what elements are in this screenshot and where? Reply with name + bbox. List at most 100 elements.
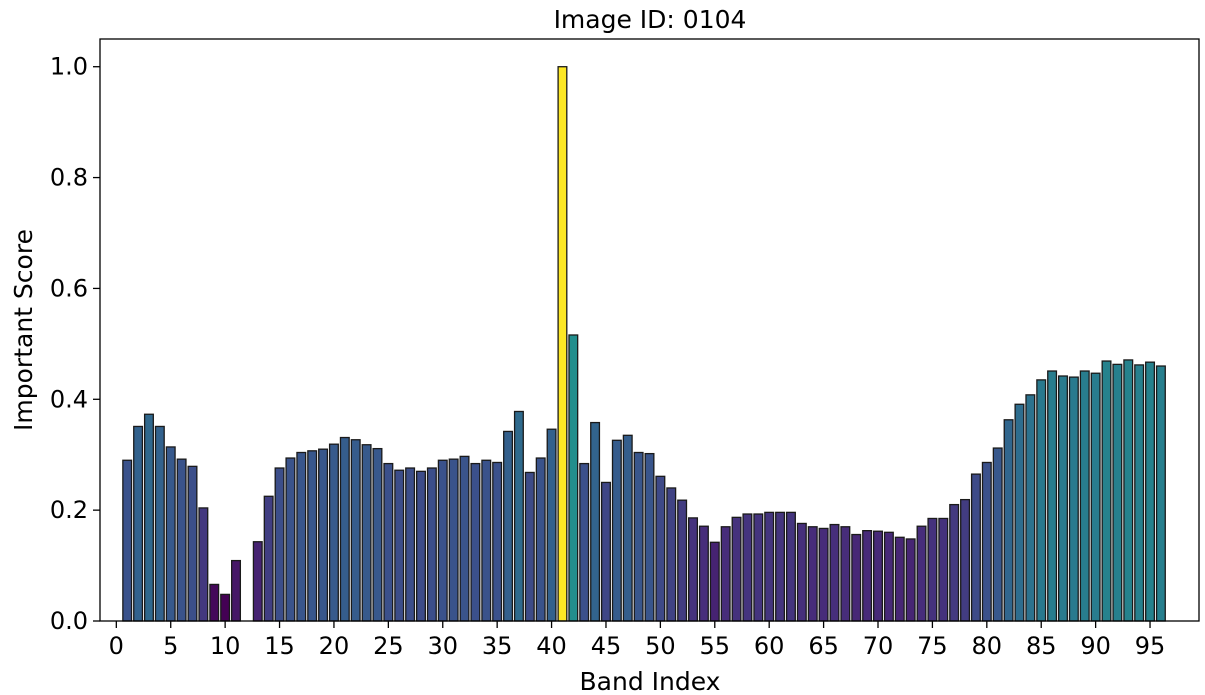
bar-band-51 [666,487,677,622]
bar-band-40 [546,428,557,622]
bar-band-31 [448,458,459,622]
bar-band-16 [285,457,296,622]
bar-band-93 [1123,359,1134,622]
bar-band-78 [960,498,971,622]
x-tick-label: 10 [210,632,241,660]
bar-band-49 [644,452,655,622]
bar-band-34 [481,459,492,622]
x-tick-label: 45 [591,632,622,660]
bar-series [122,66,1166,622]
bar-band-67 [840,526,851,622]
bar-band-53 [688,517,699,622]
x-tick-label: 35 [482,632,513,660]
bar-band-65 [818,527,829,622]
bar-band-29 [426,467,437,622]
x-tick-label: 70 [863,632,894,660]
x-tick-label: 30 [427,632,458,660]
bar-band-59 [753,513,764,622]
bar-band-5 [165,446,176,622]
bar-band-57 [731,516,742,622]
bar-band-48 [633,451,644,622]
bar-band-95 [1145,361,1156,622]
y-tick-label: 0.0 [50,607,88,635]
bar-band-4 [154,425,165,622]
bar-band-13 [252,541,263,622]
bar-band-71 [883,531,894,622]
bar-band-91 [1101,360,1112,622]
bar-band-81 [992,447,1003,622]
plot-frame [99,38,1200,622]
y-tick-label: 0.6 [50,274,88,302]
x-axis-label: Band Index [580,667,721,695]
bar-band-90 [1090,372,1101,622]
bar-band-60 [764,511,775,622]
bar-band-36 [503,430,514,622]
bar-band-88 [1068,376,1079,622]
x-tick-label: 85 [1026,632,1057,660]
x-tick-label: 65 [808,632,839,660]
bar-band-82 [1003,419,1014,622]
bar-band-63 [796,522,807,622]
bar-band-58 [742,513,753,622]
y-tick-label: 0.2 [50,496,88,524]
bar-band-35 [492,461,503,622]
y-tick-label: 1.0 [50,53,88,81]
y-axis-label: Important Score [9,229,38,431]
x-tick-label: 0 [109,632,124,660]
x-tick-label: 80 [972,632,1003,660]
bar-band-24 [372,447,383,622]
bar-band-96 [1155,365,1166,622]
bar-band-3 [143,413,154,622]
bar-band-2 [133,425,144,622]
bar-band-43 [579,462,590,622]
x-tick-label: 20 [319,632,350,660]
x-axis: 0 5 10 15 20 25 30 35 40 45 50 55 60 65 70 75 80 85 90 95 [109,621,1166,660]
bar-band-50 [655,475,666,622]
bar-band-84 [1025,394,1036,622]
bar-band-44 [590,421,601,622]
bar-band-92 [1112,363,1123,622]
bar-band-32 [459,455,470,622]
bar-band-66 [829,523,840,622]
chart-title: Image ID: 0104 [554,5,747,34]
bar-band-21 [339,436,350,622]
bar-band-87 [1057,375,1068,622]
bar-band-62 [785,511,796,622]
bar-band-10 [220,593,231,622]
x-tick-label: 90 [1080,632,1111,660]
bar-band-89 [1079,370,1090,622]
bar-band-69 [862,530,873,622]
x-tick-label: 95 [1135,632,1166,660]
bar-band-56 [720,526,731,622]
bar-band-79 [970,473,981,622]
bar-band-47 [622,434,633,622]
y-tick-label: 0.8 [50,164,88,192]
bar-band-86 [1047,370,1058,622]
bar-band-14 [263,495,274,622]
bar-band-85 [1036,379,1047,622]
x-tick-label: 40 [536,632,567,660]
bar-band-20 [328,443,339,622]
y-tick-label: 0.4 [50,385,88,413]
bar-band-42 [568,334,579,622]
bar-band-41 [557,66,568,622]
bar-band-15 [274,467,285,622]
x-tick-label: 15 [264,632,295,660]
bar-band-11 [231,559,242,622]
bar-band-54 [698,525,709,622]
bar-band-73 [905,538,916,622]
y-axis: 0.0 0.2 0.4 0.6 0.8 1.0 [50,53,100,635]
bar-band-83 [1014,403,1025,622]
x-tick-label: 50 [645,632,676,660]
bar-band-37 [513,410,524,622]
bar-band-33 [470,462,481,622]
bar-band-22 [350,439,361,622]
bar-band-94 [1134,364,1145,622]
bar-band-76 [938,517,949,622]
bar-band-19 [318,448,329,622]
bar-band-8 [198,507,209,622]
bar-band-77 [949,503,960,622]
bar-band-25 [383,462,394,622]
bar-band-30 [437,459,448,622]
